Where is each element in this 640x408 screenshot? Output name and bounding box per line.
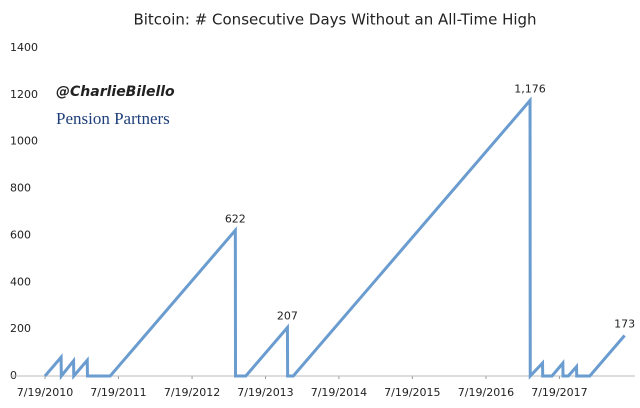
y-tick-label: 800 xyxy=(10,182,31,195)
x-tick-label: 7/19/2016 xyxy=(458,386,514,399)
line xyxy=(43,96,626,381)
x-tick-label: 7/19/2013 xyxy=(237,386,293,399)
watermark-logo: Pension Partners xyxy=(56,109,170,128)
x-tick-label: 7/19/2011 xyxy=(90,386,146,399)
y-tick-label: 400 xyxy=(10,275,31,288)
data-label: 173 xyxy=(614,317,635,330)
watermark-handle: @CharlieBilello xyxy=(56,84,175,100)
y-tick-label: 600 xyxy=(10,228,31,241)
data-label: 622 xyxy=(225,212,246,225)
y-tick-label: 200 xyxy=(10,322,31,335)
x-tick-label: 7/19/2015 xyxy=(384,386,440,399)
x-tick-label: 7/19/2017 xyxy=(531,386,587,399)
x-tick-label: 7/19/2014 xyxy=(311,386,367,399)
x-tick-label: 7/19/2012 xyxy=(164,386,220,399)
x-tick-label: 7/19/2010 xyxy=(17,386,73,399)
y-tick-label: 1200 xyxy=(10,88,38,101)
y-tick-label: 1000 xyxy=(10,135,38,148)
chart-title: Bitcoin: # Consecutive Days Without an A… xyxy=(133,11,536,29)
data-label: 1,176 xyxy=(514,82,546,95)
y-tick-label: 1400 xyxy=(10,41,38,54)
data-label: 207 xyxy=(277,310,298,323)
